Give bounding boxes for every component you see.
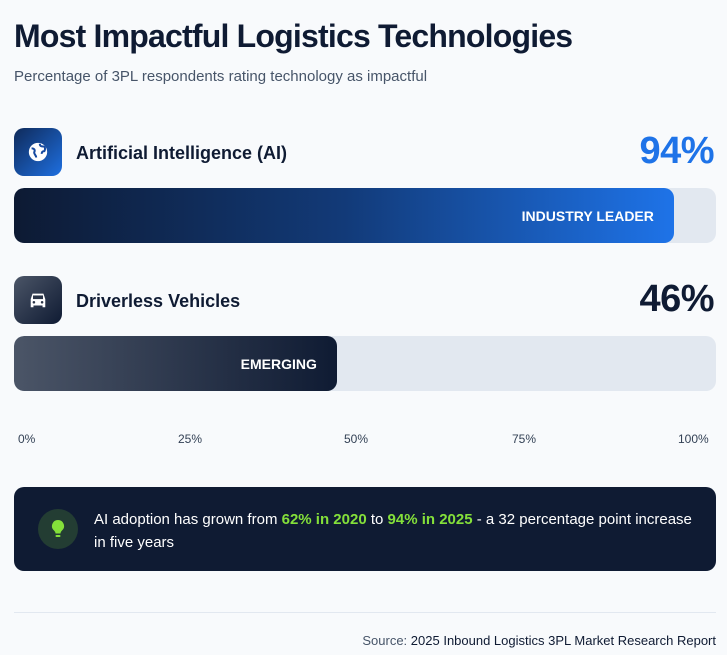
- car-icon: [14, 276, 62, 324]
- bar-track: EMERGING: [14, 336, 716, 391]
- value-label: 46%: [639, 278, 714, 320]
- bar-ai: INDUSTRY LEADER: [14, 188, 674, 243]
- value-label: 94%: [639, 130, 714, 172]
- x-tick: 75%: [512, 432, 537, 446]
- page-subtitle: Percentage of 3PL respondents rating tec…: [14, 68, 428, 85]
- bar-driverless: EMERGING: [14, 336, 337, 391]
- insight-callout: AI adoption has grown from 62% in 2020 t…: [14, 487, 716, 571]
- category-label: Artificial Intelligence (AI): [76, 143, 288, 163]
- bar-badge: INDUSTRY LEADER: [521, 207, 654, 224]
- source-citation: Source: 2025 Inbound Logistics 3PL Marke…: [362, 633, 716, 648]
- bar-track: INDUSTRY LEADER: [14, 188, 716, 243]
- divider: [14, 612, 716, 613]
- x-tick: 25%: [178, 432, 203, 446]
- bar-badge: EMERGING: [240, 355, 317, 372]
- page-title: Most Impactful Logistics Technologies: [14, 18, 573, 54]
- x-tick: 50%: [344, 432, 369, 446]
- callout-text: AI adoption has grown from 62% in 2020 t…: [94, 511, 692, 551]
- category-label: Driverless Vehicles: [76, 291, 241, 311]
- x-tick: 0%: [18, 432, 36, 446]
- lightbulb-icon: [38, 509, 78, 549]
- x-tick: 100%: [678, 432, 709, 446]
- globe-icon: [14, 128, 62, 176]
